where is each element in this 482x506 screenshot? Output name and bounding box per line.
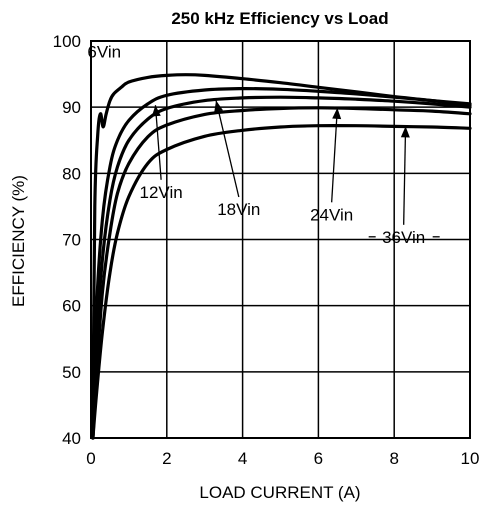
y-tick-label-70: 70 bbox=[62, 231, 81, 250]
plot-frame bbox=[90, 40, 471, 439]
annotation-arrowhead-36vin bbox=[400, 126, 410, 138]
annotation-12vin: 12Vin bbox=[140, 183, 183, 202]
annotation-24vin: 24Vin bbox=[310, 205, 353, 224]
x-tick-label-0: 0 bbox=[86, 449, 95, 468]
x-axis-label: LOAD CURRENT (A) bbox=[199, 483, 360, 502]
annotation-arrow-line-18vin bbox=[215, 100, 240, 198]
y-tick-label-60: 60 bbox=[62, 297, 81, 316]
y-tick-label-100: 100 bbox=[53, 32, 81, 51]
x-tick-label-8: 8 bbox=[389, 449, 398, 468]
annotation-arrowhead-24vin bbox=[332, 107, 342, 120]
annotation-6vin: 6Vin bbox=[87, 43, 121, 62]
y-tick-label-80: 80 bbox=[62, 164, 81, 183]
tick-labels: 0 2 4 6 8 10 40 50 60 70 80 90 100 bbox=[53, 32, 480, 468]
y-tick-label-40: 40 bbox=[62, 429, 81, 448]
annotation-18vin: 18Vin bbox=[217, 200, 260, 219]
y-axis-label: EFFICIENCY (%) bbox=[9, 175, 28, 307]
annotation-arrow-line-36vin bbox=[403, 126, 407, 225]
x-tick-label-6: 6 bbox=[314, 449, 323, 468]
x-tick-label-2: 2 bbox=[162, 449, 171, 468]
y-tick-label-90: 90 bbox=[62, 98, 81, 117]
x-tick-label-4: 4 bbox=[238, 449, 247, 468]
x-tick-label-10: 10 bbox=[461, 449, 480, 468]
annotation-arrowhead-12vin bbox=[151, 105, 161, 117]
annotation-36vin: 36Vin bbox=[382, 228, 425, 247]
chart-title: 250 kHz Efficiency vs Load bbox=[171, 9, 388, 28]
annotations: 6Vin 12Vin 18Vin 24Vin 36Vin bbox=[87, 43, 440, 247]
series-line-24vin bbox=[91, 106, 472, 440]
annotation-arrowhead-18vin bbox=[214, 100, 223, 113]
series-line-18vin bbox=[91, 95, 472, 440]
annotation-arrow-line-12vin bbox=[154, 105, 162, 180]
annotation-arrow-line-24vin bbox=[331, 107, 338, 203]
y-tick-label-50: 50 bbox=[62, 363, 81, 382]
series-lines bbox=[91, 73, 472, 440]
series-line-12vin bbox=[91, 86, 472, 440]
series-line-6vin bbox=[91, 73, 472, 440]
series-line-36vin bbox=[91, 123, 472, 440]
